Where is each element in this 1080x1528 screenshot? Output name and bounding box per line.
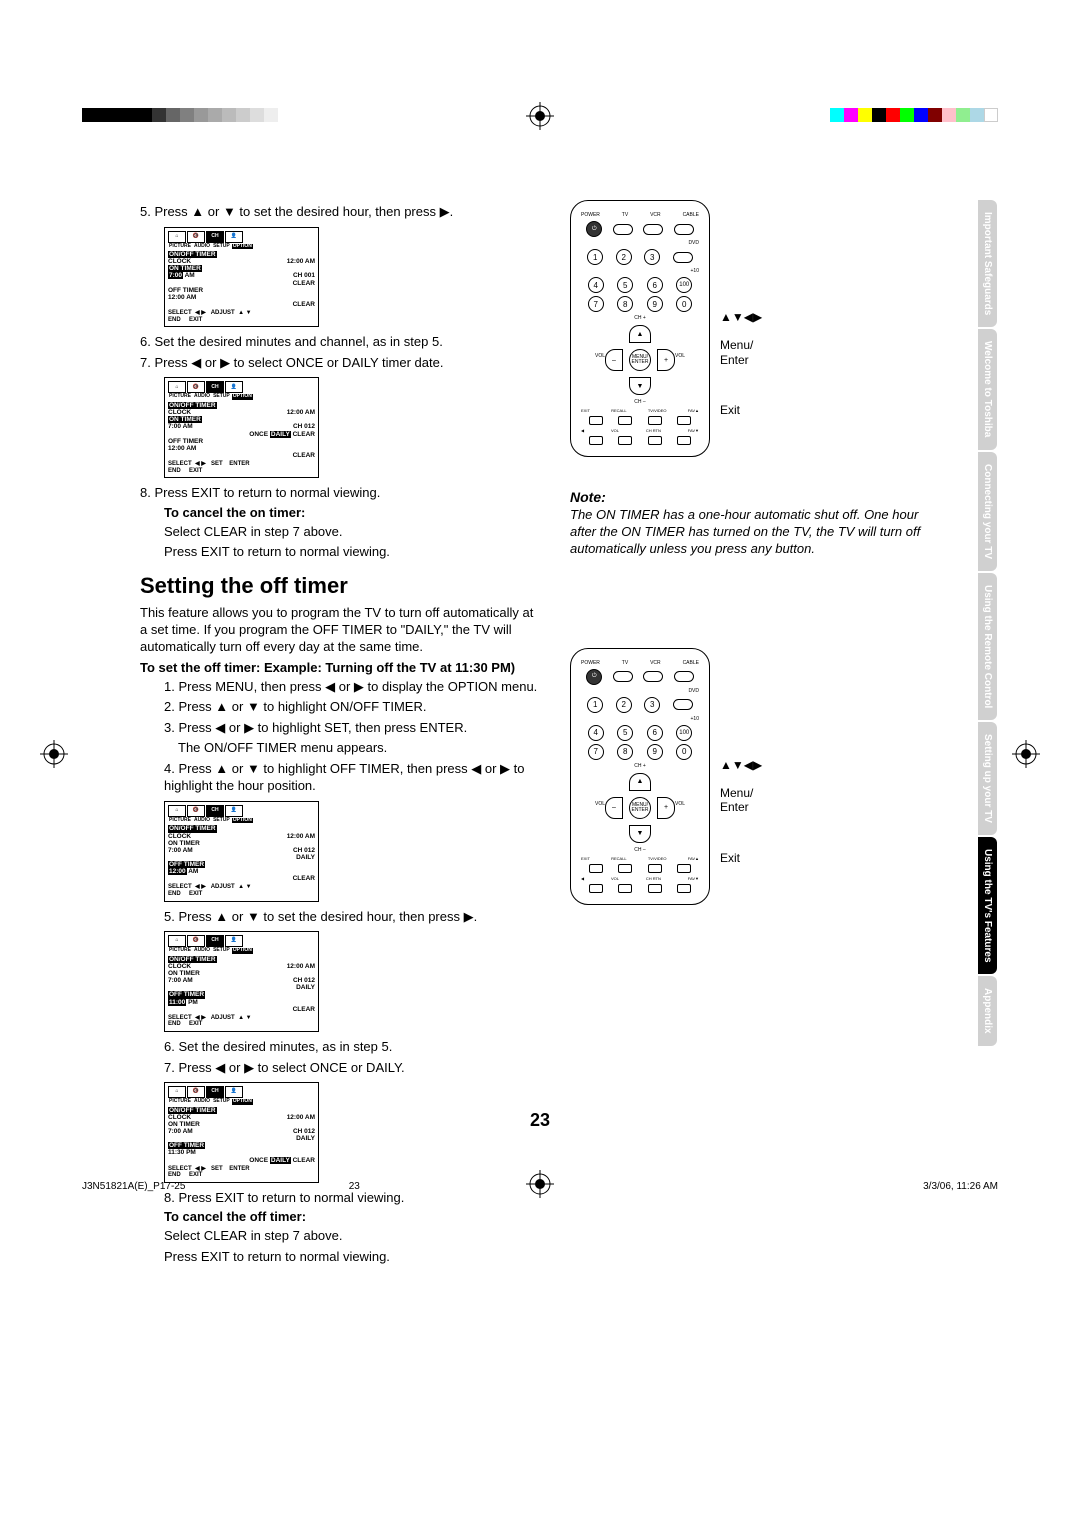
cancel-off-title: To cancel the off timer:: [164, 1209, 540, 1224]
footer-mid: 23: [349, 1181, 360, 1192]
left-column: 5. Press ▲ or ▼ to set the desired hour,…: [140, 200, 540, 1269]
note-title: Note:: [570, 489, 940, 505]
section-subtitle: To set the off timer: Example: Turning o…: [140, 660, 540, 675]
osd-menu-5: ⌂🔇CH👤 PICTUREAUDIOSETUPOPTION ON/OFF TIM…: [164, 1082, 319, 1183]
side-tab: Setting up your TV: [978, 722, 997, 835]
cancel-off-l1: Select CLEAR in step 7 above.: [164, 1227, 540, 1245]
cancel-off-l2: Press EXIT to return to normal viewing.: [164, 1248, 540, 1266]
footer: J3N51821A(E)_P17-25 23 3/3/06, 11:26 AM: [82, 1181, 998, 1192]
off-s4: 4. Press ▲ or ▼ to highlight OFF TIMER, …: [164, 760, 540, 795]
off-s3b: The ON/OFF TIMER menu appears.: [178, 739, 540, 757]
footer-right: 3/3/06, 11:26 AM: [923, 1181, 998, 1192]
remote-diagram-1: POWERTVVCRCABLE ⏻ DVD 123 +10 456100 789…: [570, 200, 710, 457]
side-tab: Welcome to Toshiba: [978, 329, 997, 449]
step-6: 6. Set the desired minutes and channel, …: [140, 333, 540, 351]
osd-menu-1: ⌂🔇CH👤 PICTUREAUDIOSETUPOPTION ON/OFF TIM…: [164, 227, 319, 328]
note-text: The ON TIMER has a one-hour automatic sh…: [570, 507, 940, 558]
step-7: 7. Press ◀ or ▶ to select ONCE or DAILY …: [140, 354, 540, 372]
registration-mark: [1012, 740, 1040, 768]
remote-labels-2: ▲▼◀▶ Menu/ Enter Exit: [720, 648, 762, 866]
side-tab: Using the Remote Control: [978, 573, 997, 720]
osd-menu-3: ⌂🔇CH👤 PICTUREAUDIOSETUPOPTION ON/OFF TIM…: [164, 801, 319, 902]
side-tabs: Important Safeguards Welcome to Toshiba Co…: [978, 200, 1006, 1048]
osd-menu-4: ⌂🔇CH👤 PICTUREAUDIOSETUPOPTION ON/OFF TIM…: [164, 931, 319, 1032]
off-s7: 7. Press ◀ or ▶ to select ONCE or DAILY.: [164, 1059, 540, 1077]
footer-left: J3N51821A(E)_P17-25: [82, 1181, 185, 1192]
section-intro: This feature allows you to program the T…: [140, 605, 540, 656]
side-tab: Using the TV's Features: [978, 837, 997, 975]
off-s2: 2. Press ▲ or ▼ to highlight ON/OFF TIME…: [164, 698, 540, 716]
color-bar-left: [82, 108, 278, 122]
side-tab: Appendix: [978, 976, 997, 1046]
side-tab: Important Safeguards: [978, 200, 997, 327]
page-number: 23: [530, 1110, 550, 1131]
off-s1: 1. Press MENU, then press ◀ or ▶ to disp…: [164, 678, 540, 696]
off-s5: 5. Press ▲ or ▼ to set the desired hour,…: [164, 908, 540, 926]
page-content: 5. Press ▲ or ▼ to set the desired hour,…: [140, 200, 940, 1269]
registration-mark: [40, 740, 68, 768]
remote-labels-1: ▲▼◀▶ Menu/ Enter Exit: [720, 200, 762, 418]
right-column: POWERTVVCRCABLE ⏻ DVD 123 +10 456100 789…: [570, 200, 940, 937]
color-bar-right: [830, 108, 998, 122]
side-tab: Connecting your TV: [978, 452, 997, 571]
section-title: Setting the off timer: [140, 573, 540, 599]
remote-diagram-2: POWERTVVCRCABLE ⏻ DVD 123 +10 456100 789…: [570, 648, 710, 905]
registration-mark: [526, 102, 554, 130]
off-s3a: 3. Press ◀ or ▶ to highlight SET, then p…: [164, 719, 540, 737]
osd-menu-2: ⌂🔇CH👤 PICTUREAUDIOSETUPOPTION ON/OFF TIM…: [164, 377, 319, 478]
step-5: 5. Press ▲ or ▼ to set the desired hour,…: [140, 203, 540, 221]
cancel-on-l1: Select CLEAR in step 7 above.: [164, 523, 540, 541]
cancel-on-title: To cancel the on timer:: [164, 505, 540, 520]
off-s6: 6. Set the desired minutes, as in step 5…: [164, 1038, 540, 1056]
cancel-on-l2: Press EXIT to return to normal viewing.: [164, 543, 540, 561]
step-8: 8. Press EXIT to return to normal viewin…: [140, 484, 540, 502]
